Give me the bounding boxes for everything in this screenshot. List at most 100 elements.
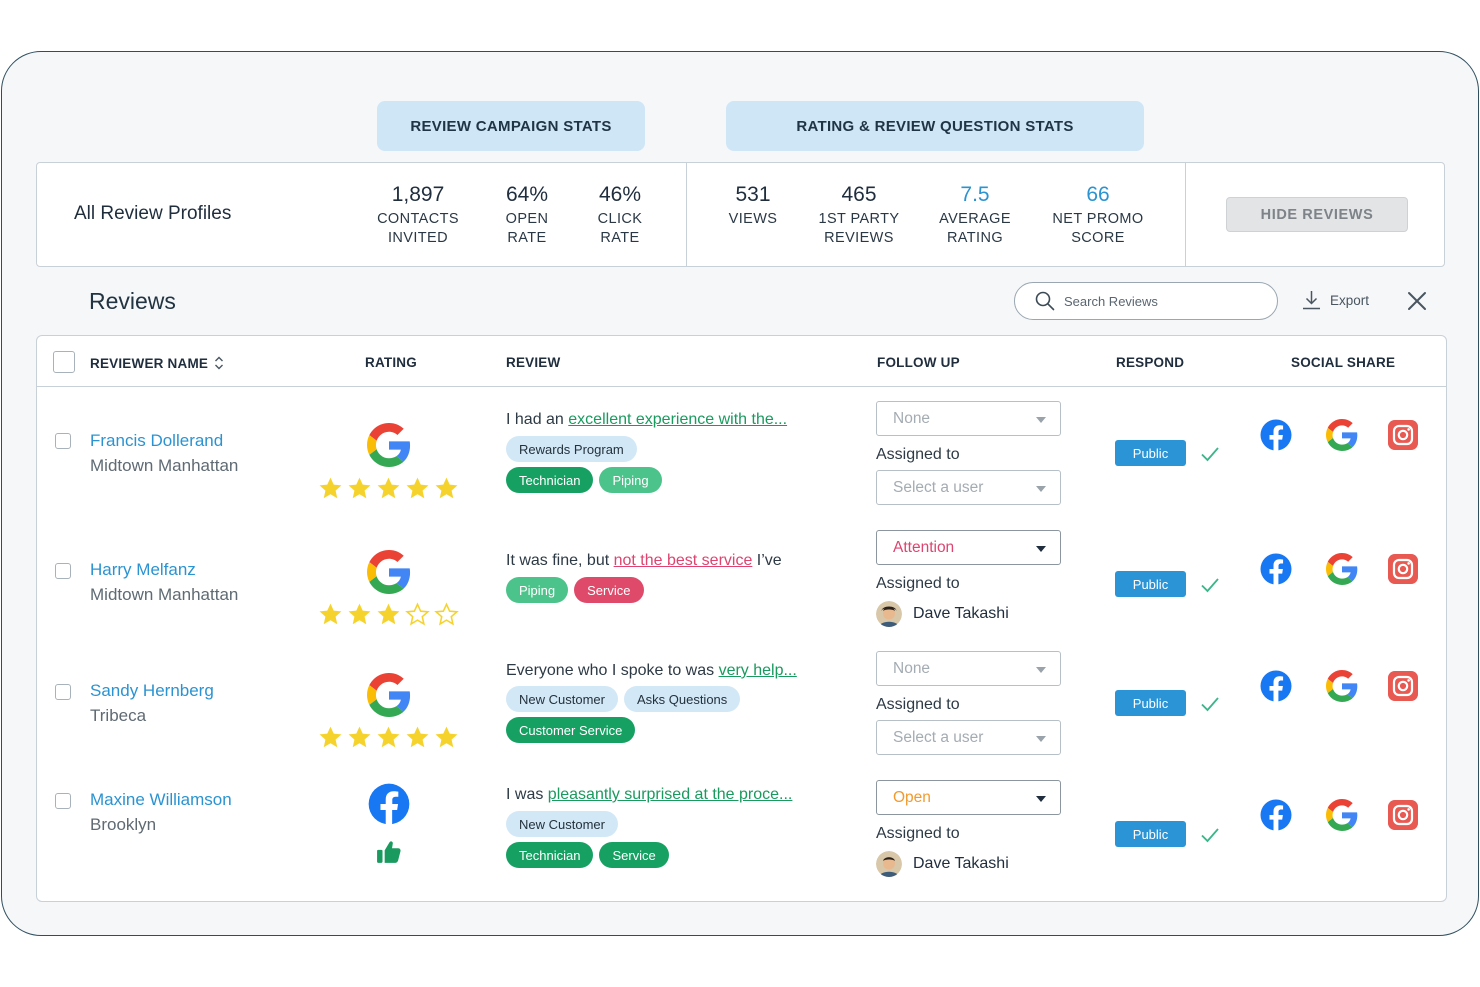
review-link[interactable]: very help... (718, 662, 797, 679)
search-icon (1035, 291, 1055, 311)
google-share-icon[interactable] (1326, 670, 1358, 702)
tab-rating-review-question-stats[interactable]: RATING & REVIEW QUESTION STATS (726, 101, 1144, 151)
tag-badge[interactable]: Piping (599, 467, 662, 493)
stat-open-rate: 64% OPEN RATE (506, 181, 549, 246)
facebook-share-icon[interactable] (1260, 419, 1292, 451)
reviewer-name-link[interactable]: Maxine Williamson (90, 790, 232, 809)
row-checkbox[interactable] (55, 563, 71, 579)
review-snippet: Everyone who I spoke to was very help... (506, 662, 797, 680)
review-snippet: I was pleasantly surprised at the proce.… (506, 786, 792, 804)
tag-badge[interactable]: Technician (506, 842, 594, 868)
tag-badge[interactable]: Asks Questions (623, 686, 741, 712)
tab-review-campaign-stats[interactable]: REVIEW CAMPAIGN STATS (377, 101, 645, 151)
review-text-prefix: Everyone who I spoke to was (506, 662, 719, 679)
divider (1185, 163, 1186, 266)
row-checkbox[interactable] (55, 793, 71, 809)
stat-label: SCORE (1071, 229, 1125, 246)
review-link[interactable]: pleasantly surprised at the proce... (547, 786, 793, 803)
instagram-share-icon[interactable] (1387, 553, 1419, 585)
facebook-share-icon[interactable] (1260, 799, 1292, 831)
chevron-down-icon (1036, 796, 1046, 802)
row-checkbox[interactable] (55, 433, 71, 449)
tag-badge[interactable]: Piping (506, 577, 569, 603)
tag-list: Technician Piping (506, 467, 662, 493)
assignee-name: Dave Takashi (913, 855, 1009, 872)
respond-public-button[interactable]: Public (1115, 821, 1186, 847)
reviewer-name-link[interactable]: Francis Dollerand (90, 431, 224, 450)
select-all-checkbox[interactable] (53, 351, 75, 373)
tag-badge[interactable]: New Customer (506, 811, 618, 837)
star-filled-icon (377, 477, 400, 499)
respond-public-button[interactable]: Public (1115, 440, 1186, 466)
chevron-down-icon (1036, 486, 1046, 492)
google-share-icon[interactable] (1326, 799, 1358, 831)
stat-net-promo-score: 66 NET PROMO SCORE (1052, 181, 1143, 246)
column-header-label: REVIEWER NAME (90, 355, 209, 371)
star-empty-icon (405, 602, 430, 626)
follow-up-value: Open (893, 788, 931, 806)
follow-up-dropdown[interactable]: Attention (876, 530, 1061, 565)
stat-label: RATE (507, 229, 547, 246)
assignee-dropdown[interactable]: Select a user (876, 720, 1061, 755)
reviewer-name-link[interactable]: Sandy Hernberg (90, 681, 214, 700)
follow-up-dropdown[interactable]: Open (876, 780, 1061, 815)
tag-badge[interactable]: Customer Service (506, 717, 636, 743)
assignee[interactable]: Dave Takashi (876, 851, 1009, 877)
review-link[interactable]: not the best service (613, 552, 753, 569)
stat-label: CONTACTS (377, 211, 459, 227)
star-rating (318, 602, 459, 627)
stat-value: 465 (841, 183, 877, 206)
instagram-share-icon[interactable] (1387, 670, 1419, 702)
stat-first-party-reviews: 465 1ST PARTY REVIEWS (819, 181, 900, 246)
instagram-share-icon[interactable] (1387, 799, 1419, 831)
facebook-share-icon[interactable] (1260, 553, 1292, 585)
tag-badge[interactable]: Service (574, 577, 644, 603)
instagram-share-icon[interactable] (1387, 419, 1419, 451)
profile-selector-label[interactable]: All Review Profiles (74, 203, 232, 224)
review-text-prefix: I had an (506, 411, 569, 428)
star-filled-icon (348, 726, 371, 748)
header-divider (37, 386, 1446, 387)
stat-label: REVIEWS (824, 229, 894, 246)
tag-list: Rewards Program (506, 436, 637, 462)
review-snippet: I had an excellent experience with the..… (506, 411, 787, 429)
star-filled-icon (319, 603, 342, 625)
follow-up-value: Attention (893, 538, 955, 556)
reviewer-name-link[interactable]: Harry Melfanz (90, 560, 196, 579)
follow-up-dropdown[interactable]: None (876, 401, 1061, 436)
search-box[interactable] (1014, 282, 1278, 320)
column-header-reviewer-name[interactable]: REVIEWER NAME (90, 355, 224, 371)
tag-badge[interactable]: New Customer (506, 686, 618, 712)
assigned-to-label: Assigned to (876, 575, 960, 592)
check-icon (1201, 697, 1219, 712)
hide-reviews-button[interactable]: HIDE REVIEWS (1226, 197, 1408, 232)
star-rating (318, 476, 459, 501)
google-share-icon[interactable] (1326, 419, 1358, 451)
facebook-share-icon[interactable] (1260, 670, 1292, 702)
assigned-to-label: Assigned to (876, 446, 960, 463)
search-input[interactable] (1064, 293, 1264, 309)
assignee-dropdown[interactable]: Select a user (876, 470, 1061, 505)
assignee[interactable]: Dave Takashi (876, 601, 1009, 627)
close-icon[interactable] (1405, 289, 1429, 313)
avatar (876, 601, 902, 627)
tag-list: Piping Service (506, 577, 644, 603)
review-link[interactable]: excellent experience with the... (568, 411, 788, 428)
google-share-icon[interactable] (1326, 553, 1358, 585)
tag-badge[interactable]: Technician (506, 467, 594, 493)
export-button[interactable]: Export (1302, 290, 1369, 310)
chevron-down-icon (1036, 667, 1046, 673)
tag-list: Customer Service (506, 717, 636, 743)
star-filled-icon (406, 477, 429, 499)
respond-public-button[interactable]: Public (1115, 571, 1186, 597)
row-checkbox[interactable] (55, 684, 71, 700)
follow-up-value: None (893, 409, 931, 427)
sort-icon[interactable] (214, 355, 224, 371)
assignee-name: Dave Takashi (913, 605, 1009, 622)
download-icon (1303, 291, 1320, 310)
tag-badge[interactable]: Rewards Program (506, 436, 637, 462)
tag-badge[interactable]: Service (599, 842, 669, 868)
stat-label: RATE (600, 229, 640, 246)
respond-public-button[interactable]: Public (1115, 690, 1186, 716)
follow-up-dropdown[interactable]: None (876, 651, 1061, 686)
